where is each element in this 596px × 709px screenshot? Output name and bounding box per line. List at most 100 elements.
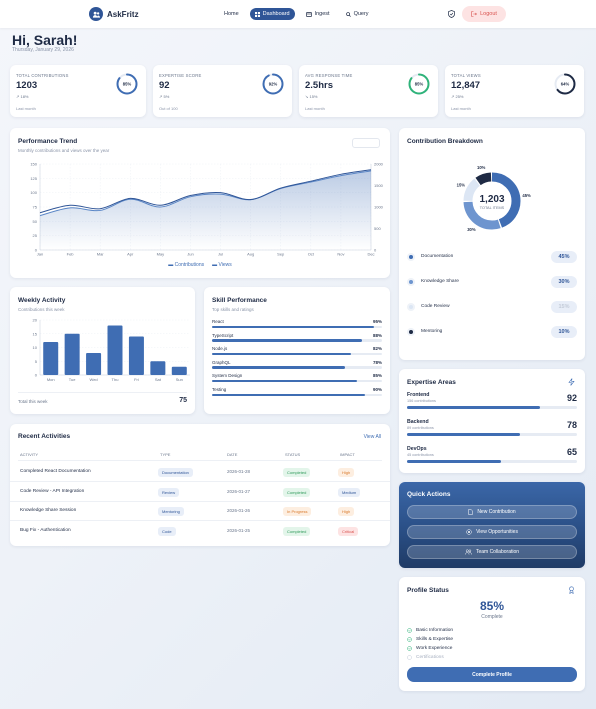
button-label: Team Collaboration (475, 549, 520, 555)
skill-bar-fill (212, 393, 365, 396)
bar (43, 342, 59, 375)
legend-contributions[interactable]: ▬ Contributions (168, 262, 205, 268)
nav-ingest[interactable]: Ingest (301, 8, 335, 20)
breakdown-percent: 30% (551, 276, 577, 288)
progress-ring: 92% (262, 73, 284, 95)
y2-tick-label: 1000 (374, 205, 384, 210)
card-title: Recent Activities (18, 433, 71, 440)
breakdown-item[interactable]: Knowledge Share 30% (407, 274, 577, 290)
team-collaboration-button[interactable]: Team Collaboration (407, 545, 577, 559)
brand-logo[interactable]: AskFritz (89, 7, 139, 21)
progress-ring: 64% (554, 73, 576, 95)
legend-marker-bg (407, 328, 415, 336)
x-tick-label: Tue (69, 377, 77, 382)
skill-percent: 95% (372, 319, 382, 324)
table-row[interactable]: Code Review - API Integration Review 2026-… (10, 483, 390, 502)
skill-bar-track (212, 339, 382, 342)
legend-dot (409, 280, 413, 284)
legend-views[interactable]: ▬ Views (212, 262, 232, 268)
skill-bar-fill (212, 379, 357, 383)
nav-query-label: Query (353, 11, 369, 17)
stat-subtitle: Last month (305, 106, 325, 111)
activity-name: Completed React Documentation (20, 469, 91, 474)
x-tick-label: Thu (112, 377, 119, 382)
x-tick-label: Fri (134, 377, 139, 382)
bar (86, 353, 102, 375)
impact-badge: Critical (338, 526, 359, 536)
new-contribution-button[interactable]: New Contribution (407, 505, 577, 519)
trend-filter-select[interactable] (352, 138, 380, 148)
shield-icon[interactable] (448, 10, 455, 18)
y-tick-label: 125 (30, 176, 37, 181)
lightning-icon (568, 378, 575, 386)
nav-dashboard[interactable]: Dashboard (249, 8, 295, 20)
views-area (40, 170, 371, 250)
stat-change: ↘ 15% (305, 94, 318, 99)
bar (150, 361, 166, 375)
bar (128, 336, 144, 375)
skill-percent: 85% (372, 373, 382, 379)
view-opportunities-button[interactable]: View Opportunities (407, 525, 577, 539)
stat-card: TOTAL CONTRIBUTIONS 1203 ↗ 18% Last month 85… (10, 65, 146, 117)
stat-value: 92 (159, 80, 170, 91)
ring-label: 92% (269, 82, 278, 87)
y-tick-label: 75 (33, 205, 38, 210)
quick-actions-card: Quick Actions New Contribution View Oppo… (399, 482, 585, 568)
nav-query[interactable]: Query (341, 8, 374, 20)
ring-label: 64% (561, 82, 570, 87)
checklist-label: Skills & Expertise (416, 637, 454, 642)
stat-value: 12,847 (451, 80, 481, 91)
x-tick-label: Mar (97, 252, 105, 257)
button-label: Complete Profile (472, 671, 512, 678)
table-row[interactable]: Completed React Documentation Documentati… (10, 463, 390, 482)
breakdown-percent: 15% (551, 301, 577, 313)
expertise-name: DevOps (407, 446, 427, 452)
breakdown-item[interactable]: Documentation 45% (407, 249, 577, 265)
complete-profile-button[interactable]: Complete Profile (407, 667, 577, 682)
table-header: ACTIVITY (20, 452, 39, 457)
legend-marker-bg (407, 253, 415, 261)
status-badge: Completed (283, 468, 311, 477)
expertise-bar-fill (407, 460, 501, 463)
skill-bar-track (212, 379, 382, 383)
breakdown-name: Documentation (421, 254, 454, 259)
table-header: TYPE (160, 452, 171, 457)
x-tick-label: Wed (89, 377, 97, 382)
activity-name: Knowledge Share Session (20, 508, 77, 513)
nav-home[interactable]: Home (219, 8, 244, 20)
team-icon (465, 549, 472, 555)
stat-label: AVG RESPONSE TIME (305, 73, 353, 78)
view-all-link[interactable]: View All (363, 434, 381, 440)
logout-button[interactable]: Logout (462, 6, 506, 22)
breakdown-item[interactable]: Code Review 15% (407, 299, 577, 315)
x-tick-label: Oct (308, 252, 315, 257)
skill-bar-track (212, 366, 382, 369)
profile-completion-label: Complete (481, 614, 503, 620)
y-tick-label: 20 (33, 318, 38, 323)
card-title: Quick Actions (407, 491, 451, 498)
expertise-sub: 89 contributions (407, 425, 434, 430)
document-icon (468, 509, 474, 515)
table-row[interactable]: Bug Fix - Authentication Code 2026-01-25 Co… (10, 522, 390, 541)
expertise-score: 92 (566, 393, 577, 403)
x-tick-label: Feb (67, 252, 75, 257)
table-row[interactable]: Knowledge Share Session Mentoring 2026-01-… (10, 502, 390, 521)
stat-value: 1203 (16, 80, 38, 91)
breakdown-item[interactable]: Mentoring 10% (407, 324, 577, 340)
y-tick-label: 100 (30, 190, 37, 195)
brand-name: AskFritz (107, 9, 139, 19)
breakdown-name: Mentoring (421, 329, 443, 334)
slice-label: 15% (457, 183, 466, 188)
stat-subtitle: Last month (451, 106, 471, 111)
progress-ring: 85% (408, 73, 430, 95)
stat-value: 2.5hrs (305, 80, 333, 91)
ring-progress (408, 73, 430, 95)
expertise-bar-fill (407, 406, 540, 409)
weekly-total-value: 75 (179, 397, 187, 404)
card-title: Expertise Areas (407, 379, 456, 386)
card-title: Weekly Activity (18, 297, 66, 304)
contribution-breakdown-card: Contribution Breakdown 45% 30% 15% 10% 1,203… (399, 128, 585, 360)
impact-badge: Medium (338, 487, 361, 497)
x-tick-label: Sat (155, 377, 162, 382)
y-tick-label: 0 (35, 373, 38, 378)
